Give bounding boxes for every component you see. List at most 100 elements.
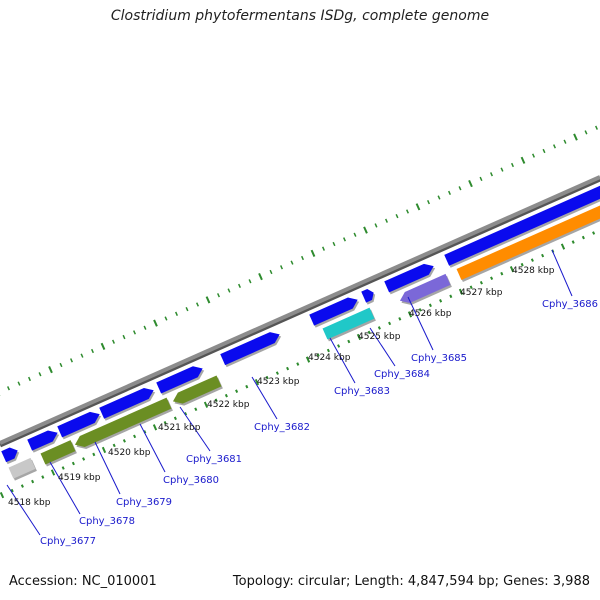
ruler-tick — [406, 209, 409, 214]
ruler-tick — [258, 272, 263, 281]
ruler-tick — [388, 321, 392, 326]
ruler-tick — [38, 372, 42, 377]
ruler-tick — [385, 218, 388, 223]
ruler-tick — [479, 280, 483, 285]
ruler-tick — [490, 172, 493, 177]
map-title: Clostridium phytofermentans ISDg, comple… — [110, 8, 490, 24]
ruler-tick-label: 4521 kbp — [158, 423, 201, 433]
label-leader-line — [6, 484, 41, 536]
ruler-tick — [235, 389, 239, 393]
label-leader-line — [369, 327, 396, 367]
ruler-tick — [59, 362, 63, 368]
ruler-tick — [164, 316, 168, 321]
ruler-tick — [112, 339, 115, 344]
ruler-tick — [374, 223, 378, 228]
ruler-tick — [332, 241, 336, 247]
ruler-tick — [100, 342, 106, 350]
ruler-tick — [205, 296, 211, 304]
label-leader-line — [407, 296, 434, 351]
accession-text: Accession: NC_010001 — [9, 574, 157, 589]
ruler-tick — [265, 375, 269, 380]
ruler-tick — [143, 430, 147, 434]
ruler-tick — [356, 333, 362, 341]
ruler-tick — [185, 307, 189, 312]
ruler-tick — [91, 348, 94, 354]
gene-feature-blue — [361, 288, 374, 303]
gene-feature-blue — [220, 332, 280, 366]
ruler-tick — [449, 294, 453, 299]
gene-feature-blue — [99, 387, 154, 419]
ruler-tick-label: 4525 kbp — [358, 332, 401, 342]
ruler-tick — [353, 232, 357, 237]
label-leader-line — [94, 441, 121, 495]
ruler-tick — [500, 167, 504, 172]
label-leaders — [6, 249, 573, 536]
label-leader-line — [179, 406, 211, 452]
ruler-tick — [7, 386, 10, 391]
gene-features — [1, 185, 600, 481]
gene-feature-blue — [27, 430, 58, 451]
ruler-tick — [560, 243, 566, 250]
ruler-tick — [254, 379, 260, 386]
ruler-tick — [10, 488, 14, 493]
gene-label: Cphy_3678 — [79, 516, 135, 527]
gene-feature-olive — [172, 375, 222, 404]
ruler-tick-label: 4519 kbp — [58, 473, 101, 483]
ruler-tick — [31, 479, 35, 484]
label-leader-line — [49, 461, 81, 515]
ruler-tick — [203, 401, 209, 408]
ruler-tick — [122, 334, 126, 340]
ruler-tick — [439, 299, 443, 303]
label-leader-line — [251, 376, 278, 420]
ruler-tick — [511, 162, 514, 168]
gene-feature-blue — [384, 263, 434, 293]
ruler-tick-label: 4524 kbp — [308, 353, 351, 363]
ruler-tick — [0, 491, 5, 499]
ruler-tick — [28, 376, 31, 382]
ruler-tick — [573, 133, 578, 141]
gene-label: Cphy_3684 — [374, 369, 430, 380]
label-leader-line — [329, 337, 356, 384]
ruler-tick — [133, 434, 137, 439]
ruler-tick — [275, 371, 279, 375]
ruler-tick — [363, 226, 368, 234]
gene-label: Cphy_3686 — [542, 299, 598, 310]
ruler-tick — [224, 393, 228, 398]
label-leader-line — [139, 423, 166, 473]
gene-feature-blue — [1, 447, 18, 463]
ruler-tick — [153, 319, 158, 327]
ruler-tick — [581, 235, 585, 240]
ruler-tick — [458, 186, 462, 191]
ruler-tick — [143, 325, 147, 330]
ruler-tick — [595, 125, 598, 130]
ruler-tick — [437, 195, 441, 200]
ruler-tick — [152, 424, 158, 431]
ruler-tick — [322, 246, 325, 251]
gene-feature-blue — [156, 366, 203, 394]
gene-label: Cphy_3681 — [186, 454, 242, 465]
label-leader-line — [551, 249, 573, 297]
ruler-tick — [50, 469, 56, 476]
ruler-tick — [541, 253, 545, 258]
ruler-tick — [194, 407, 198, 412]
gene-feature-blue — [444, 185, 600, 266]
ruler-tick — [269, 269, 273, 275]
inner-ruler-ticks — [0, 231, 596, 499]
ruler-tick — [61, 466, 65, 470]
ruler-tick — [80, 353, 84, 358]
ruler-tick — [217, 293, 220, 298]
ruler-tick — [92, 452, 96, 457]
ruler-tick — [563, 139, 567, 144]
ruler-tick — [377, 326, 381, 330]
gene-feature-blue — [57, 411, 100, 438]
gene-label: Cphy_3679 — [116, 497, 172, 508]
ruler-tick — [82, 457, 86, 461]
ruler-tick — [398, 317, 402, 321]
ruler-tick — [520, 156, 526, 164]
ruler-tick — [184, 412, 188, 416]
ruler-tick — [214, 398, 218, 402]
gene-feature-orange — [456, 205, 600, 281]
ruler-tick — [122, 439, 126, 443]
ruler-tick — [520, 262, 524, 267]
